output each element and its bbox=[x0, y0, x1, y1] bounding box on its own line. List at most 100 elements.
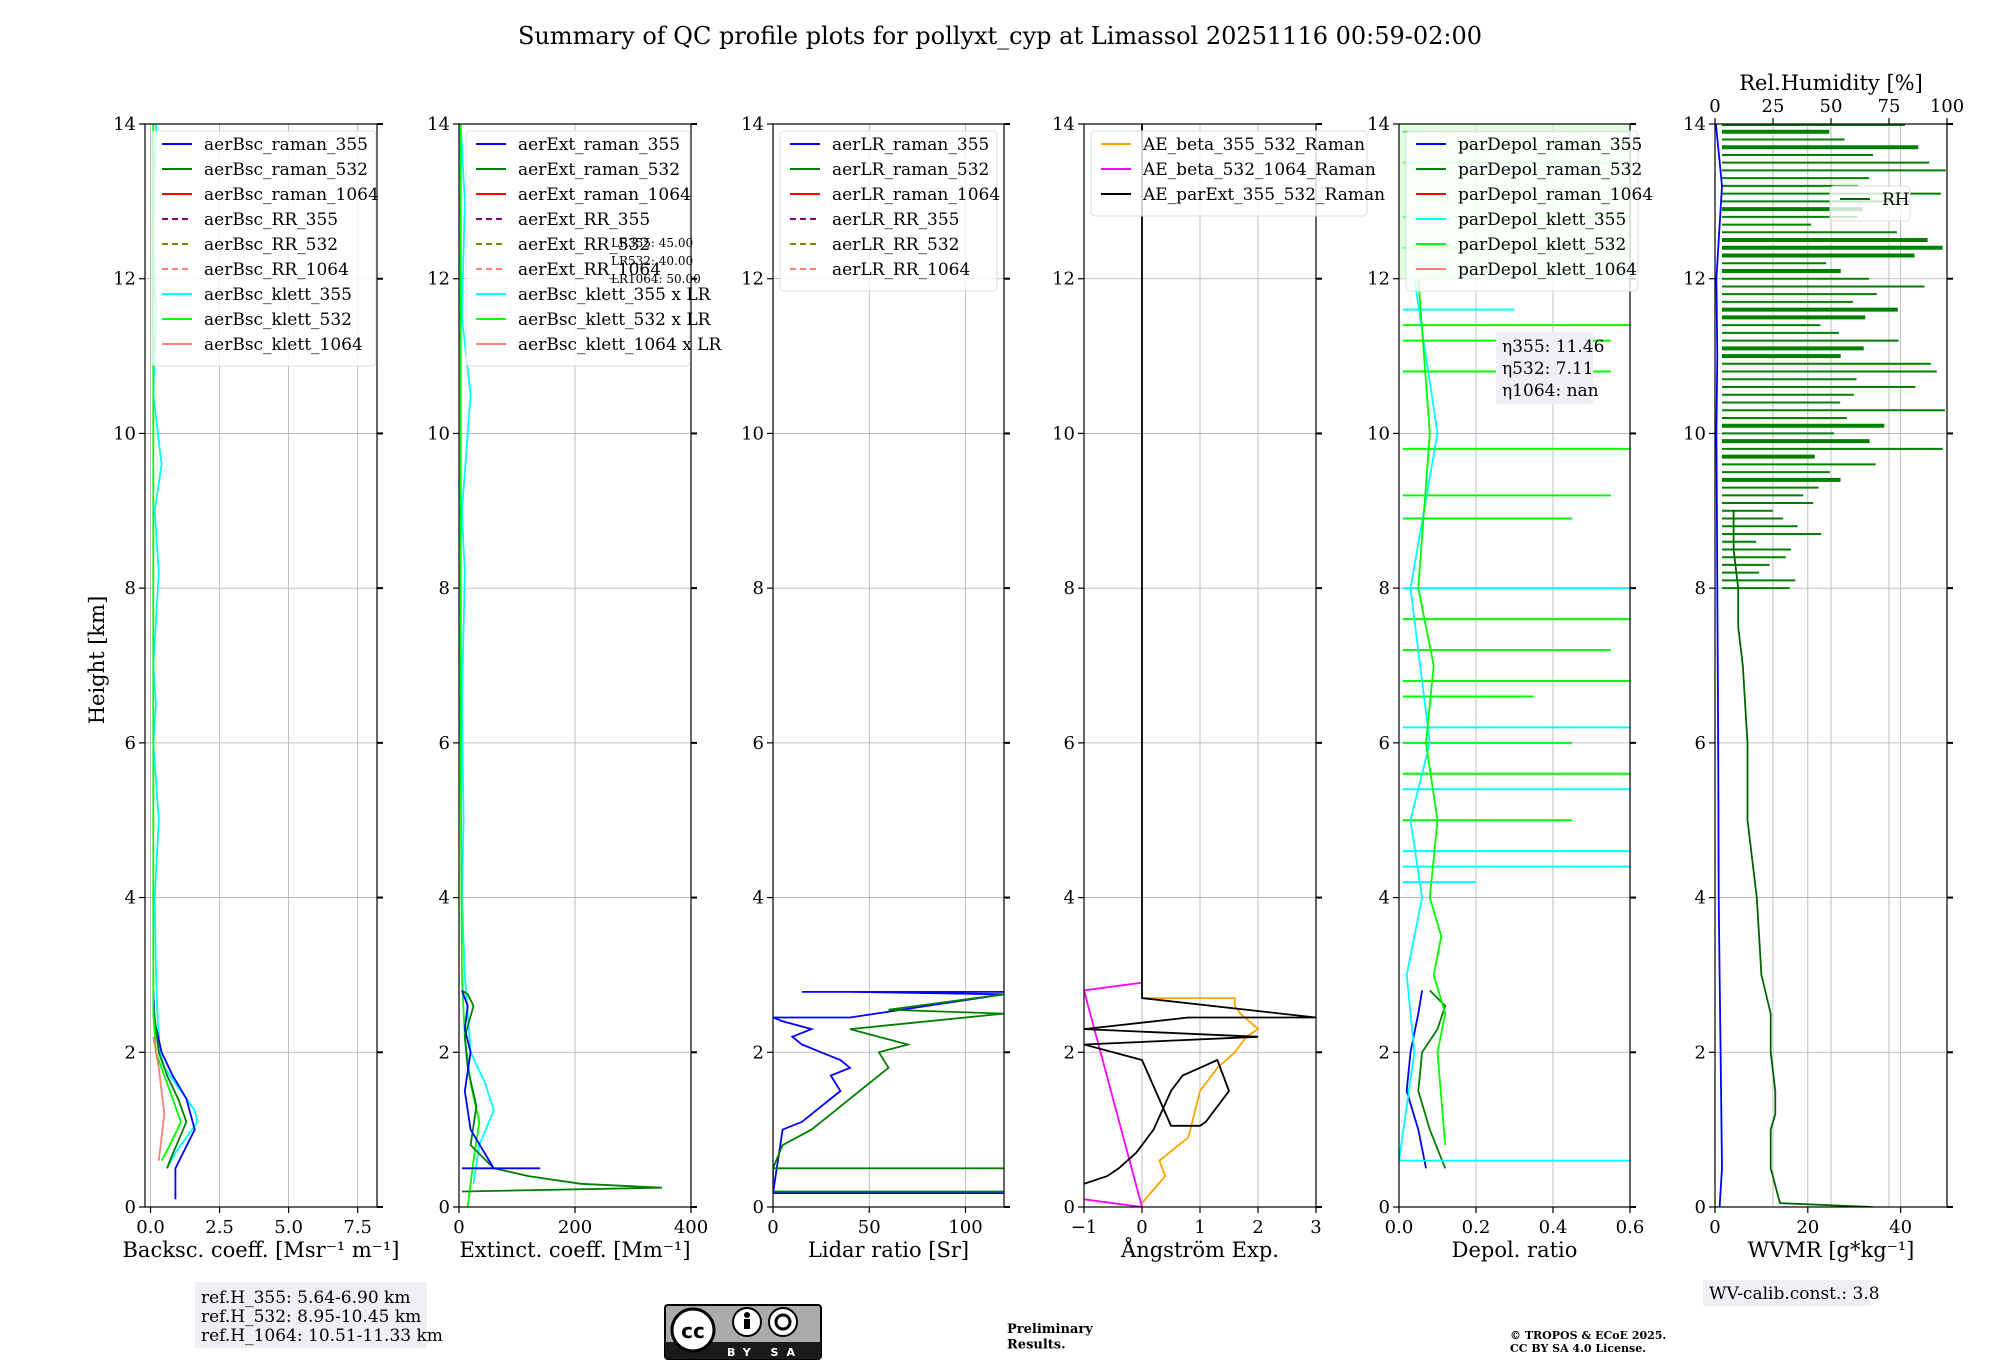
series-parDepol_raman_355 bbox=[1405, 990, 1427, 1169]
y-tick-label: 2 bbox=[125, 1042, 136, 1063]
axes-frame bbox=[1398, 123, 1631, 1208]
series-RH bbox=[1732, 510, 1873, 1207]
y-tick-label: 8 bbox=[753, 578, 764, 599]
legend-label: aerBsc_klett_355 x LR bbox=[518, 285, 712, 305]
y-tick-label: 14 bbox=[741, 114, 764, 135]
x-tick-label: 0.6 bbox=[1616, 1217, 1645, 1238]
y-tick-label: 4 bbox=[1695, 888, 1706, 909]
series-WVMR bbox=[1715, 124, 1723, 1207]
y-tick-label: 6 bbox=[1379, 733, 1390, 754]
eta-label: η532: 7.11 bbox=[1502, 359, 1594, 379]
ref-h-355: ref.H_355: 5.64-6.90 km bbox=[201, 1288, 410, 1308]
top-x-tick-label: 100 bbox=[1930, 96, 1964, 117]
lidar-ratio-label: LR532: 40.00 bbox=[611, 254, 693, 268]
top-x-tick-label: 50 bbox=[1820, 96, 1843, 117]
svg-text:cc: cc bbox=[681, 1319, 705, 1343]
series-AE_beta_532_1064_Raman bbox=[1084, 981, 1143, 1207]
series-parDepol_raman_532 bbox=[1417, 989, 1447, 1169]
legend-label: aerExt_raman_532 bbox=[518, 160, 680, 180]
series-parDepol_klett_355 bbox=[1399, 278, 1630, 1162]
legend-label: parDepol_raman_1064 bbox=[1458, 185, 1653, 205]
y-tick-label: 14 bbox=[1367, 114, 1390, 135]
cc-by-sa-text: BY SA bbox=[727, 1346, 803, 1359]
x-tick-label: 400 bbox=[674, 1217, 708, 1238]
x-axis-label: Backsc. coeff. [Msr⁻¹ m⁻¹] bbox=[123, 1238, 400, 1262]
x-tick-label: 0 bbox=[1136, 1217, 1147, 1238]
y-tick-label: 8 bbox=[1064, 578, 1075, 599]
x-tick-label: 2.5 bbox=[205, 1217, 234, 1238]
top-x-tick-label: 75 bbox=[1878, 96, 1901, 117]
y-tick-label: 12 bbox=[113, 269, 136, 290]
y-tick-label: 2 bbox=[1064, 1042, 1075, 1063]
series-AE_beta_355_532_Raman bbox=[1141, 997, 1260, 1204]
legend-dep: parDepol_raman_355 parDepol_raman_532 parD… bbox=[1405, 130, 1653, 292]
y-tick-label: 12 bbox=[1367, 269, 1390, 290]
axes-frame bbox=[144, 123, 378, 1208]
x-tick-label: 100 bbox=[948, 1217, 982, 1238]
x-axis-label: Depol. ratio bbox=[1452, 1238, 1578, 1262]
legend-label: aerExt_RR_1064 bbox=[518, 260, 661, 280]
series-aerExt_raman_355 bbox=[461, 990, 541, 1170]
legend-bsc: aerBsc_raman_355 aerBsc_raman_532 aerBsc_r… bbox=[151, 130, 379, 367]
legend-label: parDepol_raman_355 bbox=[1458, 135, 1642, 155]
legend-box bbox=[1090, 130, 1368, 217]
y-tick-label: 4 bbox=[1379, 888, 1390, 909]
y-tick-label: 10 bbox=[1052, 423, 1075, 444]
legend-label: aerBsc_raman_355 bbox=[204, 135, 368, 155]
copyright-note: © TROPOS & ECoE 2025. CC BY SA 4.0 Licens… bbox=[1510, 1329, 1666, 1355]
series-aerLR_raman_355 bbox=[773, 991, 1004, 1194]
y-tick-label: 14 bbox=[1052, 114, 1075, 135]
legend-label: AE_beta_355_532_Raman bbox=[1142, 135, 1365, 155]
lidar-ratio-label: LR355: 45.00 bbox=[611, 236, 693, 250]
y-tick-label: 6 bbox=[753, 733, 764, 754]
series-aerBsc_klett_1064 bbox=[152, 1036, 166, 1161]
y-tick-label: 2 bbox=[753, 1042, 764, 1063]
series-aerBsc_klett_355 bbox=[152, 124, 199, 1169]
legend-box bbox=[1829, 185, 1911, 222]
x-axis-label: WVMR [g*kg⁻¹] bbox=[1748, 1238, 1915, 1262]
legend-label: AE_parExt_355_532_Raman bbox=[1142, 185, 1385, 205]
x-tick-label: −1 bbox=[1071, 1217, 1098, 1238]
y-tick-label: 0 bbox=[439, 1197, 450, 1218]
x-axis-label: Lidar ratio [Sr] bbox=[808, 1238, 969, 1262]
y-tick-label: 4 bbox=[753, 888, 764, 909]
series-parDepol_klett_532 bbox=[1417, 278, 1447, 1146]
y-tick-label: 6 bbox=[1695, 733, 1706, 754]
legend-label: aerBsc_klett_532 bbox=[204, 310, 352, 330]
y-tick-label: 10 bbox=[741, 423, 764, 444]
legend-label: aerLR_raman_355 bbox=[832, 135, 989, 155]
legend-label: aerLR_raman_1064 bbox=[832, 185, 1000, 205]
legend-label: aerBsc_klett_1064 bbox=[204, 335, 363, 355]
legend-label: aerExt_raman_1064 bbox=[518, 185, 691, 205]
y-axis-label: Height [km] bbox=[85, 596, 109, 725]
legend-label: aerBsc_RR_532 bbox=[204, 235, 338, 255]
x-tick-label: 50 bbox=[858, 1217, 881, 1238]
wv-calib-box bbox=[1703, 1280, 1871, 1306]
eta-label: η1064: nan bbox=[1502, 381, 1599, 401]
legend-label: aerLR_RR_532 bbox=[832, 235, 959, 255]
series-aerLR_raman_532 bbox=[773, 993, 1004, 1193]
legend-lr: aerLR_raman_355 aerLR_raman_532 aerLR_rama… bbox=[779, 130, 1000, 292]
y-tick-label: 12 bbox=[741, 269, 764, 290]
x-tick-label: 7.5 bbox=[343, 1217, 372, 1238]
cc-icon bbox=[670, 1307, 716, 1353]
legend-label: aerBsc_raman_1064 bbox=[204, 185, 379, 205]
y-tick-label: 0 bbox=[125, 1197, 136, 1218]
x-tick-label: 0.0 bbox=[136, 1217, 165, 1238]
top-x-axis-label: Rel.Humidity [%] bbox=[1739, 71, 1923, 95]
x-tick-label: 0 bbox=[453, 1217, 464, 1238]
legend-label: aerBsc_RR_1064 bbox=[204, 260, 349, 280]
y-tick-label: 14 bbox=[113, 114, 136, 135]
legend-box bbox=[779, 130, 998, 292]
legend-ext: aerExt_raman_355 aerExt_raman_532 aerExt_r… bbox=[465, 130, 722, 367]
x-tick-label: 0.4 bbox=[1539, 1217, 1568, 1238]
x-tick-label: 0 bbox=[767, 1217, 778, 1238]
x-tick-label: 40 bbox=[1889, 1217, 1912, 1238]
series-aerExt_raman_532 bbox=[461, 989, 663, 1193]
x-axis-label: Extinct. coeff. [Mm⁻¹] bbox=[459, 1238, 690, 1262]
